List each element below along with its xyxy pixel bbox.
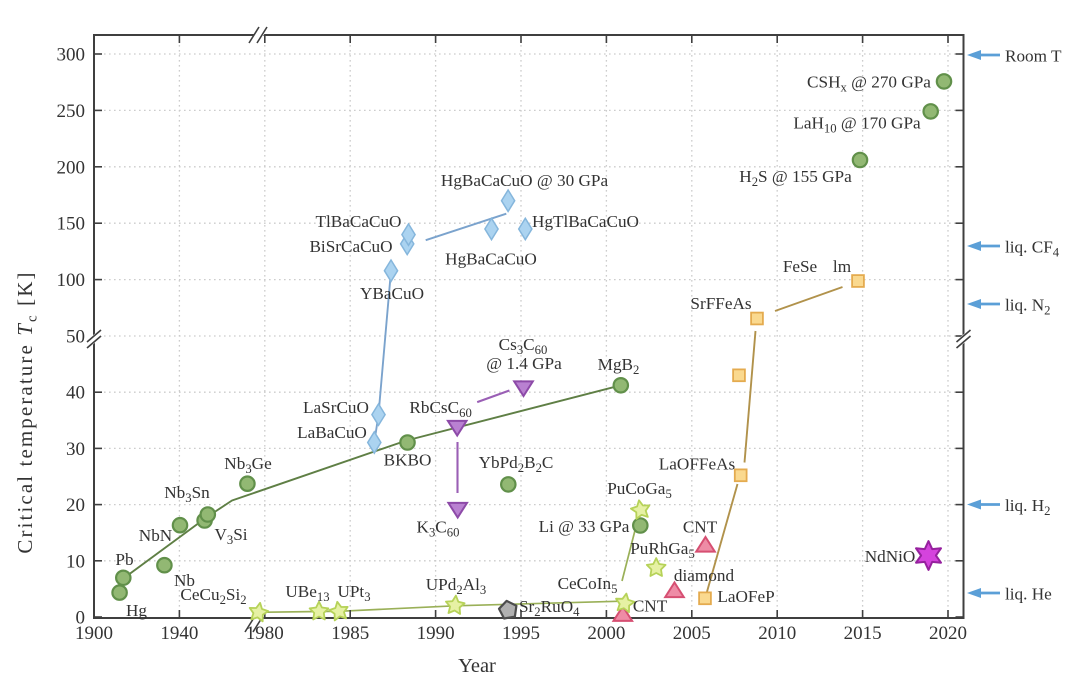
svg-text:Nb3​Sn: Nb3​Sn xyxy=(164,483,210,505)
svg-text:CNT: CNT xyxy=(633,597,668,616)
svg-text:TlBaCaCuO: TlBaCaCuO xyxy=(316,212,402,231)
svg-text:2020: 2020 xyxy=(929,623,967,644)
svg-text:UBe13​: UBe13​ xyxy=(285,582,329,604)
svg-text:200: 200 xyxy=(57,157,86,178)
svg-text:1985: 1985 xyxy=(331,623,369,644)
svg-text:@ 1.4 GPa: @ 1.4 GPa xyxy=(486,354,562,373)
svg-text:PuRhGa5​: PuRhGa5​ xyxy=(630,539,695,561)
svg-text:Pb: Pb xyxy=(115,550,133,569)
svg-text:40: 40 xyxy=(66,383,85,404)
svg-text:FeSe: FeSe xyxy=(783,257,818,276)
svg-text:RbCsC60​: RbCsC60​ xyxy=(409,398,471,420)
svg-text:CSHx​ @ 270 GPa: CSHx​ @ 270 GPa xyxy=(807,73,931,95)
svg-text:1990: 1990 xyxy=(417,623,455,644)
svg-text:150: 150 xyxy=(57,214,86,235)
svg-text:30: 30 xyxy=(66,439,85,460)
svg-text:MgB2​: MgB2​ xyxy=(598,355,640,377)
svg-text:UPt3​: UPt3​ xyxy=(337,582,370,604)
svg-text:V3​Si: V3​Si xyxy=(214,525,247,547)
svg-text:1940: 1940 xyxy=(160,623,198,644)
svg-text:Sr2​RuO4​: Sr2​RuO4​ xyxy=(519,597,580,619)
svg-text:LaBaCuO: LaBaCuO xyxy=(297,423,367,442)
svg-text:PuCoGa5​: PuCoGa5​ xyxy=(607,479,672,501)
svg-text:Cs3​C60​: Cs3​C60​ xyxy=(499,335,548,357)
svg-text:Hg: Hg xyxy=(126,601,147,620)
svg-text:10: 10 xyxy=(66,551,85,572)
svg-text:liq. H2​: liq. H2​ xyxy=(1005,496,1051,518)
svg-text:1980: 1980 xyxy=(246,623,284,644)
svg-text:Year: Year xyxy=(458,655,496,677)
svg-text:NdNiO: NdNiO xyxy=(865,547,916,566)
svg-text:2015: 2015 xyxy=(844,623,882,644)
svg-text:LaOFeP: LaOFeP xyxy=(717,587,774,606)
svg-text:100: 100 xyxy=(57,270,86,291)
svg-text:0: 0 xyxy=(76,608,86,629)
svg-text:50: 50 xyxy=(66,327,85,348)
svg-text:Room T: Room T xyxy=(1005,47,1062,66)
svg-text:2010: 2010 xyxy=(758,623,796,644)
svg-text:liq. N2​: liq. N2​ xyxy=(1005,296,1051,318)
svg-text:2000: 2000 xyxy=(587,623,625,644)
svg-text:SrFFeAs: SrFFeAs xyxy=(690,294,751,313)
svg-text:HgBaCaCuO: HgBaCaCuO xyxy=(445,250,537,269)
svg-text:Li @ 33 GPa: Li @ 33 GPa xyxy=(539,517,630,536)
svg-text:NbN: NbN xyxy=(139,526,173,545)
svg-text:YBaCuO: YBaCuO xyxy=(360,284,424,303)
svg-text:CeCu2​Si2​: CeCu2​Si2​ xyxy=(180,585,246,607)
svg-text:250: 250 xyxy=(57,101,86,122)
svg-text:YbPd2​B2​C: YbPd2​B2​C xyxy=(479,453,554,475)
svg-text:20: 20 xyxy=(66,495,85,516)
svg-text:LaOFFeAs: LaOFFeAs xyxy=(659,455,736,474)
svg-text:HgTlBaCaCuO: HgTlBaCaCuO xyxy=(532,212,639,231)
svg-text:1995: 1995 xyxy=(502,623,540,644)
svg-text:H2​S @ 155 GPa: H2​S @ 155 GPa xyxy=(739,167,852,189)
svg-text:liq. He: liq. He xyxy=(1005,585,1052,604)
svg-text:CNT: CNT xyxy=(683,518,718,537)
svg-text:LaH10​ @ 170 GPa: LaH10​ @ 170 GPa xyxy=(793,114,921,136)
svg-text:lm: lm xyxy=(833,257,852,276)
svg-text:2005: 2005 xyxy=(673,623,711,644)
svg-text:Nb3​Ge: Nb3​Ge xyxy=(224,454,272,476)
svg-text:CeCoIn5​: CeCoIn5​ xyxy=(558,574,618,596)
svg-text:LaSrCuO: LaSrCuO xyxy=(303,398,369,417)
svg-text:diamond: diamond xyxy=(674,566,735,585)
svg-text:Critical temperature Tc [K]: Critical temperature Tc [K] xyxy=(13,270,41,553)
svg-text:K3​C60​: K3​C60​ xyxy=(417,518,460,540)
svg-text:300: 300 xyxy=(57,45,86,66)
svg-text:HgBaCaCuO @ 30 GPa: HgBaCaCuO @ 30 GPa xyxy=(441,171,609,190)
svg-text:Nb: Nb xyxy=(174,571,195,590)
svg-text:UPd2​Al3​: UPd2​Al3​ xyxy=(426,575,486,597)
svg-text:BKBO: BKBO xyxy=(384,451,432,470)
svg-text:1900: 1900 xyxy=(75,623,113,644)
svg-text:liq. CF4​: liq. CF4​ xyxy=(1005,238,1060,260)
svg-text:BiSrCaCuO: BiSrCaCuO xyxy=(309,237,392,256)
